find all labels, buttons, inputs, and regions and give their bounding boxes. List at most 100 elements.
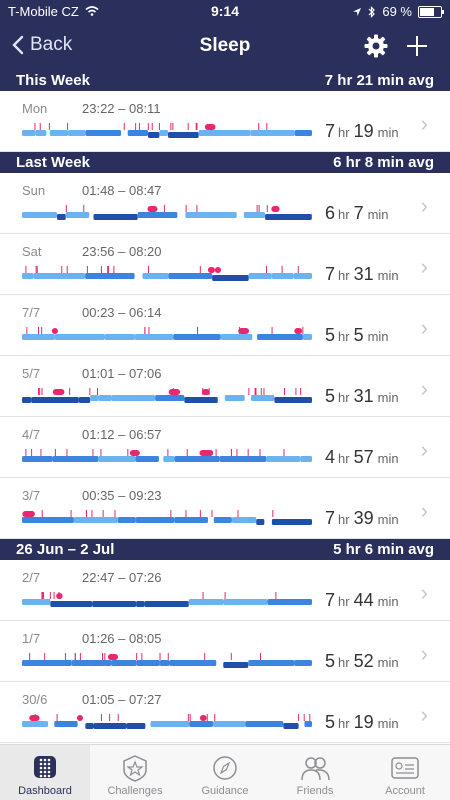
- chevron-right-icon: ›: [420, 376, 428, 401]
- log-duration: 6 hr 7 min: [325, 203, 389, 224]
- chevron-right-icon: ›: [420, 193, 428, 218]
- awake-tick: [148, 327, 150, 334]
- tab-challenges[interactable]: Challenges: [90, 745, 180, 800]
- awake-tick: [85, 510, 87, 517]
- sleep-stage-segment: [98, 395, 112, 401]
- log-date: 30/6: [22, 692, 48, 707]
- sleep-stage-segment: [22, 212, 58, 218]
- awake-tick: [158, 123, 160, 130]
- back-button[interactable]: Back: [12, 34, 72, 56]
- sleep-stage-segment: [49, 130, 69, 136]
- awake-tick: [96, 388, 98, 395]
- awake-tick: [79, 653, 81, 660]
- sleep-log-row[interactable]: Sun 01:48 – 08:47 6 hr 7 min ›: [0, 173, 450, 234]
- awake-tick: [38, 388, 40, 395]
- awake-tick: [48, 123, 50, 130]
- sleep-stage-segment: [304, 721, 312, 727]
- sleep-stage-segment: [250, 395, 275, 401]
- section-title: This Week: [16, 72, 90, 89]
- duration-hours: 7: [325, 264, 336, 284]
- awake-tick: [196, 205, 198, 212]
- awake-tick: [297, 714, 299, 721]
- duration-minutes: 52: [353, 651, 374, 671]
- tab-account[interactable]: Account: [360, 745, 450, 800]
- sleep-stage-segment: [78, 397, 91, 403]
- gear-icon[interactable]: [363, 33, 389, 59]
- sleep-log-row[interactable]: 5/7 01:01 – 07:06 5 hr 31 min ›: [0, 356, 450, 417]
- awake-segment: [201, 389, 210, 395]
- sleep-stage-segment: [245, 721, 284, 727]
- awake-tick: [295, 388, 297, 395]
- awake-tick: [170, 510, 172, 517]
- duration-minutes: 31: [353, 264, 374, 284]
- sleep-log-row[interactable]: Mon 23:22 – 08:11 7 hr 19 min ›: [0, 91, 450, 152]
- sleep-log-row[interactable]: 3/7 00:35 – 09:23 7 hr 39 min ›: [0, 478, 450, 539]
- sleep-stage-segment: [135, 456, 159, 462]
- log-duration: 5 hr 5 min: [325, 325, 389, 346]
- awake-tick: [284, 388, 286, 395]
- battery-icon: [418, 5, 444, 18]
- awake-tick: [230, 449, 232, 456]
- awake-tick: [102, 510, 104, 517]
- awake-tick: [159, 653, 161, 660]
- duration-hours: 4: [325, 447, 336, 467]
- sleep-stage-segment: [22, 721, 49, 727]
- log-duration: 7 hr 44 min: [325, 590, 399, 611]
- hours-unit: hr: [338, 451, 350, 466]
- tab-label: Challenges: [107, 785, 163, 797]
- sleep-log-row[interactable]: Sat 23:56 – 08:20 7 hr 31 min ›: [0, 234, 450, 295]
- awake-tick: [255, 388, 257, 395]
- sleep-log-list[interactable]: This Week 7 hr 21 min avg Mon 23:22 – 08:11…: [0, 70, 450, 745]
- sleep-stage-segment: [188, 599, 224, 605]
- sleep-stage-segment: [248, 273, 272, 279]
- sleep-stage-segment: [93, 214, 138, 220]
- minutes-unit: min: [367, 329, 389, 344]
- duration-hours: 7: [325, 508, 336, 528]
- location-icon: [353, 7, 362, 16]
- sleep-log-row[interactable]: 1/7 01:26 – 08:05 5 hr 52 min ›: [0, 621, 450, 682]
- log-date: 3/7: [22, 488, 41, 503]
- awake-tick: [91, 510, 93, 517]
- sleep-stage-segment: [150, 721, 190, 727]
- awake-tick: [204, 653, 206, 660]
- sleep-stage-segment: [148, 132, 160, 138]
- sleep-stage-segment: [117, 517, 136, 523]
- sleep-stage-segment: [265, 214, 312, 220]
- awake-tick: [215, 449, 217, 456]
- awake-segment: [204, 124, 216, 130]
- log-date: Sun: [22, 183, 46, 198]
- awake-tick: [64, 653, 66, 660]
- awake-tick: [29, 653, 31, 660]
- add-button[interactable]: [405, 30, 429, 64]
- duration-minutes: 19: [353, 712, 374, 732]
- awake-segment: [168, 389, 181, 395]
- awake-tick: [187, 714, 189, 721]
- sleep-stage-segment: [155, 395, 185, 401]
- awake-tick: [135, 123, 137, 130]
- awake-tick: [147, 266, 149, 273]
- awake-tick: [100, 714, 102, 721]
- sleep-log-row[interactable]: 7/7 00:23 – 06:14 5 hr 5 min ›: [0, 295, 450, 356]
- sleep-log-row[interactable]: 30/6 01:05 – 07:27 5 hr 19 min ›: [0, 682, 450, 743]
- sleep-stage-segment: [271, 273, 294, 279]
- log-time-range: 01:01 – 07:06: [82, 366, 162, 381]
- sleep-stage-segment: [220, 334, 253, 340]
- awake-tick: [266, 205, 268, 212]
- log-date: 1/7: [22, 631, 41, 646]
- clock: 9:14: [210, 3, 240, 19]
- awake-tick: [136, 653, 138, 660]
- sleep-log-row[interactable]: 2/7 22:47 – 07:26 7 hr 44 min ›: [0, 560, 450, 621]
- sleep-stage-segment: [22, 273, 34, 279]
- tab-friends[interactable]: Friends: [270, 745, 360, 800]
- awake-tick: [56, 714, 58, 721]
- sleep-stage-segment: [127, 130, 149, 136]
- sleep-stage-segment: [104, 334, 135, 340]
- sleep-log-row[interactable]: 4/7 01:12 – 06:57 4 hr 57 min ›: [0, 417, 450, 478]
- tab-guidance[interactable]: Guidance: [180, 745, 270, 800]
- tab-dashboard[interactable]: Dashboard: [0, 745, 90, 800]
- sleep-stage-segment: [174, 456, 220, 462]
- sleep-pattern-bar: [22, 205, 312, 220]
- awake-tick: [86, 266, 88, 273]
- log-time-range: 01:48 – 08:47: [82, 183, 162, 198]
- status-bar: T-Mobile CZ 9:14 69 %: [0, 0, 450, 22]
